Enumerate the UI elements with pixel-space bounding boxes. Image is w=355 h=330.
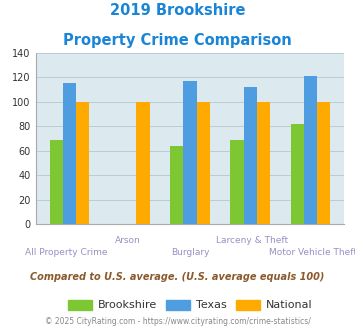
Bar <box>317 102 330 224</box>
Bar <box>290 124 304 224</box>
Bar <box>197 102 210 224</box>
Text: Burglary: Burglary <box>171 248 209 257</box>
Text: All Property Crime: All Property Crime <box>25 248 108 257</box>
Bar <box>63 83 76 224</box>
Legend: Brookshire, Texas, National: Brookshire, Texas, National <box>63 295 317 315</box>
Bar <box>257 102 270 224</box>
Text: © 2025 CityRating.com - https://www.cityrating.com/crime-statistics/: © 2025 CityRating.com - https://www.city… <box>45 317 310 326</box>
Text: Larceny & Theft: Larceny & Theft <box>215 236 288 245</box>
Text: Motor Vehicle Theft: Motor Vehicle Theft <box>269 248 355 257</box>
Text: 2019 Brookshire: 2019 Brookshire <box>110 3 245 18</box>
Bar <box>170 146 183 224</box>
Text: Arson: Arson <box>115 236 141 245</box>
Bar <box>183 81 197 224</box>
Bar <box>76 102 89 224</box>
Bar <box>136 102 149 224</box>
Text: Property Crime Comparison: Property Crime Comparison <box>63 33 292 48</box>
Bar <box>244 87 257 224</box>
Bar <box>230 140 244 224</box>
Bar <box>304 76 317 224</box>
Text: Compared to U.S. average. (U.S. average equals 100): Compared to U.S. average. (U.S. average … <box>30 272 325 282</box>
Bar <box>50 140 63 224</box>
